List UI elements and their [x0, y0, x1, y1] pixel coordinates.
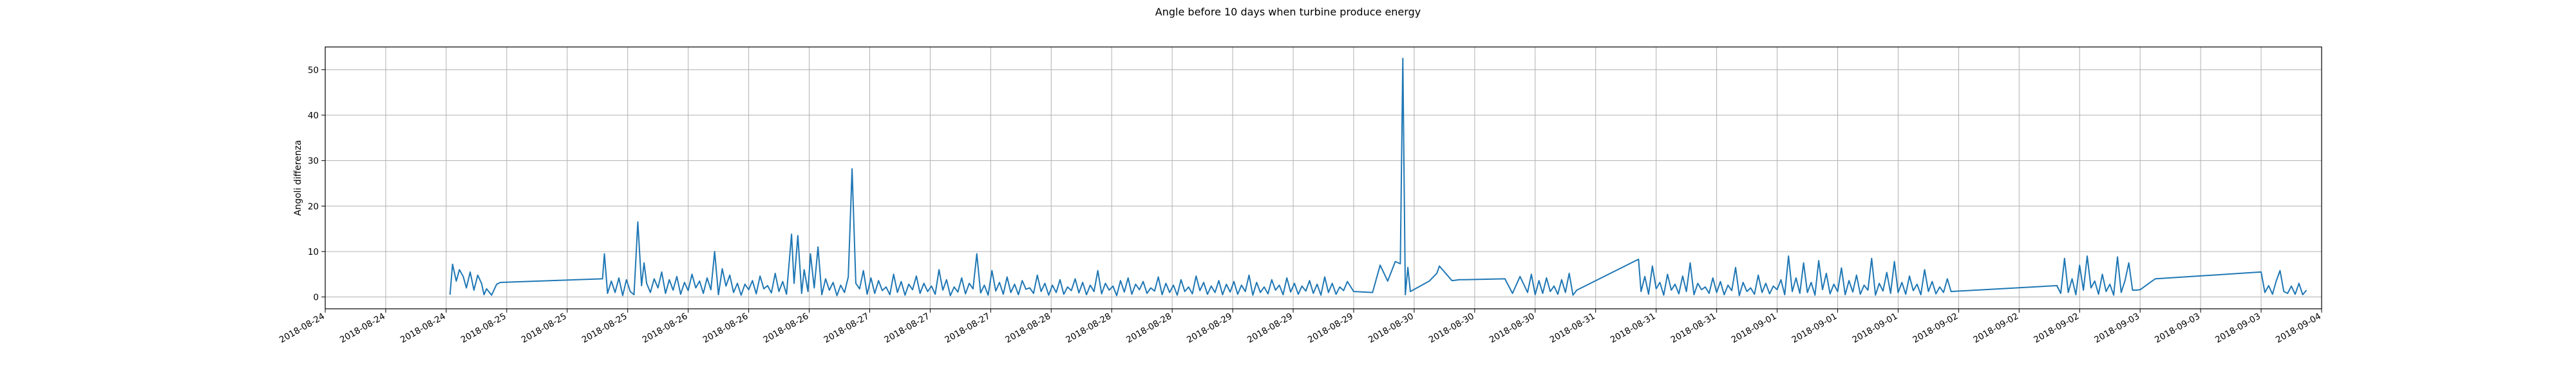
- x-tick-label: 2018-08-25: [459, 311, 508, 345]
- x-tick-label: 2018-08-31: [1548, 311, 1597, 345]
- x-tick-label: 2018-08-29: [1185, 311, 1234, 345]
- x-tick-label: 2018-08-24: [338, 311, 387, 345]
- x-tick-label: 2018-08-27: [822, 311, 871, 345]
- series-layer: [449, 57, 2307, 297]
- x-tick-label: 2018-09-02: [1911, 311, 1960, 345]
- x-tick-label: 2018-08-29: [1245, 311, 1294, 345]
- x-tick-label: 2018-08-28: [1064, 311, 1113, 345]
- x-tick-label: 2018-09-01: [1850, 311, 1899, 345]
- x-tick-label: 2018-08-30: [1488, 311, 1537, 345]
- x-tick-label: 2018-08-26: [701, 311, 750, 345]
- x-tick-label: 2018-09-03: [2092, 311, 2141, 345]
- y-tick-label: 50: [308, 65, 319, 75]
- x-tick-label: 2018-08-30: [1427, 311, 1476, 345]
- y-tick-label: 40: [308, 111, 319, 121]
- x-tick-label: 2018-08-27: [943, 311, 992, 345]
- y-tick-label: 10: [308, 247, 319, 257]
- x-axis: 2018-08-24 2018-08-24 2018-08-24 2018-08-25…: [278, 309, 2323, 345]
- x-tick-label: 2018-09-03: [2153, 311, 2202, 345]
- x-tick-label: 2018-08-28: [1124, 311, 1173, 345]
- y-tick-label: 0: [313, 293, 319, 303]
- series-line: [449, 57, 2307, 297]
- x-tick-label: 2018-09-02: [2032, 311, 2081, 345]
- y-axis: 0 10 20 30 40 50: [308, 65, 325, 303]
- y-axis-label: Angoli differenza: [293, 140, 303, 216]
- y-tick-label: 20: [308, 201, 319, 212]
- x-tick-label: 2018-08-31: [1669, 311, 1718, 345]
- y-tick-label: 30: [308, 156, 319, 167]
- x-tick-label: 2018-08-26: [641, 311, 690, 345]
- x-tick-label: 2018-08-25: [580, 311, 629, 345]
- chart-title: Angle before 10 days when turbine produc…: [1155, 6, 1421, 18]
- x-tick-label: 2018-08-30: [1367, 311, 1416, 345]
- x-tick-label: 2018-08-28: [1003, 311, 1052, 345]
- x-tick-label: 2018-08-29: [1306, 311, 1355, 345]
- grid: [325, 47, 2322, 309]
- x-tick-label: 2018-08-27: [882, 311, 931, 345]
- x-tick-label: 2018-09-01: [1730, 311, 1779, 345]
- x-tick-label: 2018-09-04: [2274, 311, 2323, 345]
- x-tick-label: 2018-09-01: [1790, 311, 1839, 345]
- x-tick-label: 2018-08-26: [762, 311, 811, 345]
- x-tick-label: 2018-08-24: [278, 311, 327, 345]
- x-tick-label: 2018-09-03: [2213, 311, 2262, 345]
- x-tick-label: 2018-08-31: [1609, 311, 1658, 345]
- plot-frame: [325, 46, 2322, 309]
- x-tick-label: 2018-09-02: [1971, 311, 2020, 345]
- x-tick-label: 2018-08-25: [520, 311, 569, 345]
- x-tick-label: 2018-08-24: [399, 311, 448, 345]
